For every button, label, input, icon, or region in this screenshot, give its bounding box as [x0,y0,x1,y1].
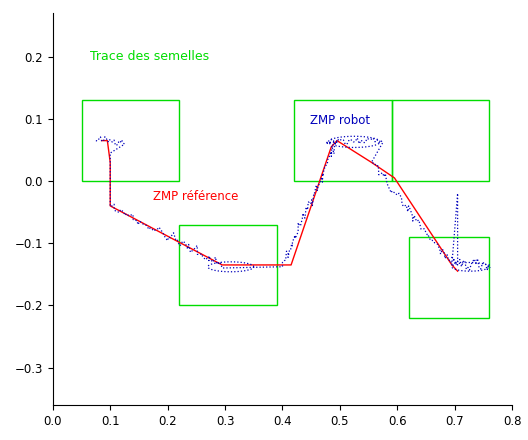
Bar [294,100,392,181]
Bar [392,100,489,181]
Text: ZMP référence: ZMP référence [153,190,239,203]
Text: Trace des semelles: Trace des semelles [90,50,209,63]
Text: ZMP robot: ZMP robot [310,114,370,127]
Bar [81,100,179,181]
Bar [179,224,277,305]
Bar [409,237,489,318]
